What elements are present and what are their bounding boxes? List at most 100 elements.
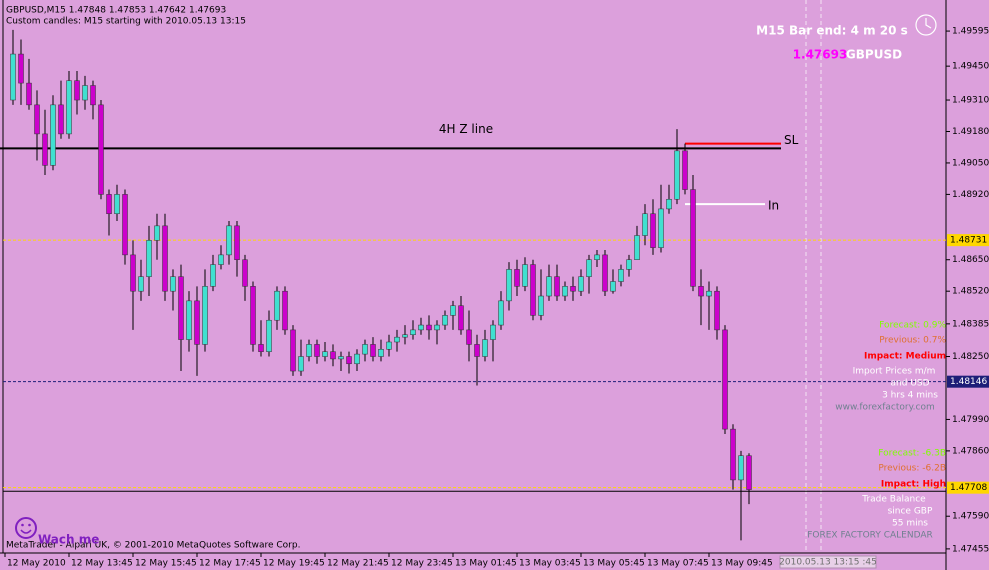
candle-body-down: [650, 213, 656, 248]
candle-body-down: [466, 329, 472, 345]
candle-body-up: [50, 104, 56, 166]
candle-body-down: [34, 104, 40, 135]
candle-body-up: [410, 329, 416, 335]
candle-body-up: [538, 295, 544, 316]
trade-line-label: SL: [784, 133, 799, 147]
news-detail: Trade Balance: [861, 495, 926, 505]
price-label: 1.48146: [950, 377, 987, 387]
candle-body-down: [162, 225, 168, 292]
cursor-time-box: [779, 555, 877, 569]
candle-body-up: [674, 150, 680, 200]
smiley-mouth: [20, 529, 32, 534]
candle-body-down: [474, 344, 480, 357]
x-tick-label: 13 May 01:45: [455, 559, 517, 569]
news-detail: 55 mins: [892, 519, 928, 529]
y-tick-label: 1.47590: [952, 512, 989, 522]
x-tick-label: 12 May 13:45: [71, 559, 133, 569]
candle-body-up: [66, 80, 72, 135]
candle-body-up: [618, 269, 624, 282]
candle-body-up: [274, 290, 280, 321]
smiley-eye: [21, 523, 24, 527]
candle-body-up: [442, 315, 448, 326]
candle-body-up: [418, 324, 424, 331]
y-tick-label: 1.49310: [952, 96, 989, 106]
candle-body-up: [226, 225, 232, 256]
x-tick-label: 12 May 21:45: [327, 559, 389, 569]
candle-body-up: [170, 276, 176, 292]
candle-body-up: [634, 235, 640, 260]
x-tick-label: 12 May 17:45: [199, 559, 261, 569]
candle-body-down: [106, 194, 112, 215]
y-tick-label: 1.47860: [952, 446, 989, 456]
candle-body-up: [658, 208, 664, 248]
price-label-box: [947, 481, 989, 494]
candle-body-up: [626, 259, 632, 270]
candle-body-down: [258, 344, 264, 352]
news-detail: Import Prices m/m: [853, 367, 936, 377]
price-label: 1.47708: [950, 483, 987, 493]
news-forecast: Forecast: 0.9%: [879, 321, 946, 331]
candle-body-up: [146, 240, 152, 277]
plot: [0, 29, 989, 541]
candle-body-up: [338, 356, 344, 360]
candle-body-down: [602, 254, 608, 292]
x-tick-label: 13 May 05:45: [583, 559, 645, 569]
candle-body-up: [266, 319, 272, 352]
news-forecast: Forecast: -6.3B: [878, 449, 946, 459]
y-tick-label: 1.49180: [952, 127, 989, 137]
news-impact: Impact: Medium: [864, 352, 946, 362]
candle-body-down: [346, 356, 352, 365]
x-tick-label: 12 May 23:45: [391, 559, 453, 569]
trade-line-label: 4H Z line: [439, 122, 493, 136]
candle-body-down: [42, 133, 48, 166]
bar-timer: M15 Bar end: 4 m 20 s: [756, 24, 908, 38]
candle-body-up: [578, 276, 584, 292]
candle-body-up: [218, 254, 224, 265]
price-label: 1.48731: [950, 236, 987, 246]
candle-body-up: [306, 344, 312, 357]
candle-body-up: [666, 198, 672, 210]
y-tick-label: 1.47990: [952, 415, 989, 425]
clock-icon: [915, 14, 937, 36]
candle-body-down: [282, 290, 288, 331]
trade-line-label: In: [768, 199, 779, 213]
candle-body-up: [506, 269, 512, 302]
candle-body-up: [354, 353, 360, 365]
news-source: FOREX FACTORY CALENDAR: [807, 531, 933, 541]
candle-body-down: [698, 286, 704, 297]
candle-body-down: [722, 329, 728, 430]
x-tick-label: 12 May 15:45: [135, 559, 197, 569]
candle-body-down: [746, 455, 752, 490]
candle-body-up: [210, 264, 216, 287]
candle-body-down: [58, 104, 64, 135]
candle-body-up: [82, 85, 88, 101]
news-source: www.forexfactory.com: [835, 403, 935, 413]
price-label-box: [947, 375, 989, 388]
candle-body-down: [18, 53, 24, 84]
candle-body-up: [490, 324, 496, 340]
candle-body-down: [426, 324, 432, 331]
candle-body-up: [610, 281, 616, 292]
x-tick-label: 13 May 07:45: [647, 559, 709, 569]
bid-price: 1.47693: [793, 48, 848, 62]
candle-body-up: [562, 286, 568, 297]
candle-body-up: [402, 334, 408, 338]
candle-body-down: [90, 85, 96, 106]
chart-title: GBPUSD,M15 1.47848 1.47853 1.47642 1.476…: [6, 6, 226, 16]
candle-body-up: [594, 254, 600, 260]
x-tick-label: 13 May 03:45: [519, 559, 581, 569]
candle-body-down: [194, 300, 200, 345]
candle-body-up: [394, 336, 400, 343]
candle-body-down: [122, 194, 128, 256]
y-tick-label: 1.48650: [952, 255, 989, 265]
candle-body-down: [554, 276, 560, 297]
candle-body-up: [114, 194, 120, 215]
candle-body-down: [730, 428, 736, 481]
y-tick-label: 1.48250: [952, 352, 989, 362]
candle-body-up: [186, 300, 192, 340]
x-tick-label: 12 May 2010: [7, 559, 66, 569]
news-previous: Previous: -6.2B: [878, 464, 946, 474]
candle-body-up: [10, 53, 16, 101]
candle-body-down: [530, 264, 536, 316]
